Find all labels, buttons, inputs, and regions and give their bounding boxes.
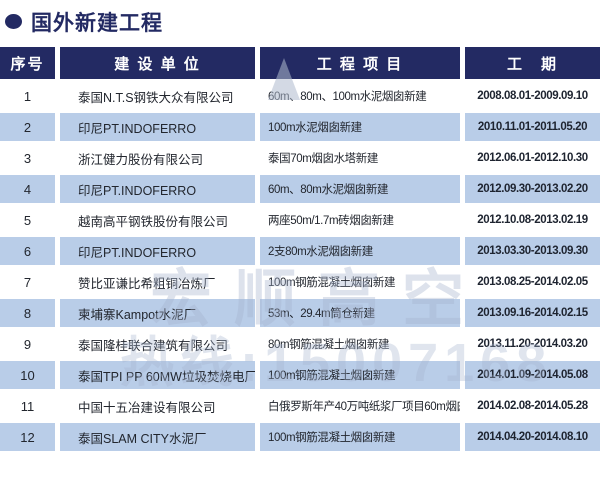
project-period: 2014.02.08-2014.05.28	[465, 392, 600, 420]
column-header-unit: 建 设 单 位	[60, 47, 255, 79]
row-number: 12	[0, 423, 55, 451]
row-number: 2	[0, 113, 55, 141]
table-row: 5 越南高平钢铁股份有限公司 两座50m/1.7m砖烟囱新建 2012.10.0…	[0, 206, 600, 234]
page-title: 国外新建工程	[31, 11, 163, 35]
project-item: 100m水泥烟囱新建	[260, 113, 460, 141]
project-period: 2012.10.08-2013.02.19	[465, 206, 600, 234]
project-item: 2支80m水泥烟囱新建	[260, 237, 460, 265]
project-period: 2012.09.30-2013.02.20	[465, 175, 600, 203]
project-item: 60m、80m、100m水泥烟囱新建	[260, 82, 460, 110]
table-row: 7 赞比亚谦比希粗铜冶炼厂 100m钢筋混凝土烟囱新建 2013.08.25-2…	[0, 268, 600, 296]
construction-unit: 浙江健力股份有限公司	[60, 144, 255, 172]
construction-unit: 泰国SLAM CITY水泥厂	[60, 423, 255, 451]
row-number: 6	[0, 237, 55, 265]
table-row: 3 浙江健力股份有限公司 泰国70m烟囱水塔新建 2012.06.01-2012…	[0, 144, 600, 172]
construction-unit: 中国十五冶建设有限公司	[60, 392, 255, 420]
construction-unit: 泰国隆桂联合建筑有限公司	[60, 330, 255, 358]
project-item: 100m钢筋混凝土烟囱新建	[260, 361, 460, 389]
project-item: 60m、80m水泥烟囱新建	[260, 175, 460, 203]
project-item: 80m钢筋混凝土烟囱新建	[260, 330, 460, 358]
table-row: 9 泰国隆桂联合建筑有限公司 80m钢筋混凝土烟囱新建 2013.11.20-2…	[0, 330, 600, 358]
column-header-period: 工 期	[465, 47, 600, 79]
project-item: 泰国70m烟囱水塔新建	[260, 144, 460, 172]
row-number: 3	[0, 144, 55, 172]
project-period: 2012.06.01-2012.10.30	[465, 144, 600, 172]
project-period: 2013.03.30-2013.09.30	[465, 237, 600, 265]
project-period: 2008.08.01-2009.09.10	[465, 82, 600, 110]
project-item: 100m钢筋混凝土烟囱新建	[260, 423, 460, 451]
row-number: 8	[0, 299, 55, 327]
row-number: 9	[0, 330, 55, 358]
project-item: 两座50m/1.7m砖烟囱新建	[260, 206, 460, 234]
project-period: 2010.11.01-2011.05.20	[465, 113, 600, 141]
section-header: 国外新建工程	[0, 0, 600, 35]
project-period: 2013.09.16-2014.02.15	[465, 299, 600, 327]
row-number: 7	[0, 268, 55, 296]
project-item: 53m、29.4m筒仓新建	[260, 299, 460, 327]
construction-unit: 泰国TPI PP 60MW垃圾焚烧电厂	[60, 361, 255, 389]
column-header-no: 序号	[0, 47, 55, 79]
table-header: 序号 建 设 单 位 工 程 项 目 工 期	[0, 47, 600, 79]
column-header-project: 工 程 项 目	[260, 47, 460, 79]
projects-table: 序号 建 设 单 位 工 程 项 目 工 期 1 泰国N.T.S钢铁大众有限公司…	[0, 44, 600, 454]
project-period: 2013.11.20-2014.03.20	[465, 330, 600, 358]
project-period: 2014.04.20-2014.08.10	[465, 423, 600, 451]
construction-unit: 印尼PT.INDOFERRO	[60, 113, 255, 141]
project-item: 100m钢筋混凝土烟囱新建	[260, 268, 460, 296]
row-number: 11	[0, 392, 55, 420]
bullet-icon	[5, 14, 22, 29]
construction-unit: 越南高平钢铁股份有限公司	[60, 206, 255, 234]
project-period: 2013.08.25-2014.02.05	[465, 268, 600, 296]
construction-unit: 泰国N.T.S钢铁大众有限公司	[60, 82, 255, 110]
table-row: 10 泰国TPI PP 60MW垃圾焚烧电厂 100m钢筋混凝土烟囱新建 201…	[0, 361, 600, 389]
row-number: 10	[0, 361, 55, 389]
construction-unit: 印尼PT.INDOFERRO	[60, 237, 255, 265]
construction-unit: 赞比亚谦比希粗铜冶炼厂	[60, 268, 255, 296]
row-number: 4	[0, 175, 55, 203]
table-row: 4 印尼PT.INDOFERRO 60m、80m水泥烟囱新建 2012.09.3…	[0, 175, 600, 203]
project-period: 2014.01.09-2014.05.08	[465, 361, 600, 389]
row-number: 1	[0, 82, 55, 110]
project-item: 白俄罗斯年产40万吨纸浆厂项目60m烟囱新建	[260, 392, 460, 420]
table-body: 1 泰国N.T.S钢铁大众有限公司 60m、80m、100m水泥烟囱新建 200…	[0, 82, 600, 451]
table-row: 11 中国十五冶建设有限公司 白俄罗斯年产40万吨纸浆厂项目60m烟囱新建 20…	[0, 392, 600, 420]
row-number: 5	[0, 206, 55, 234]
table-row: 6 印尼PT.INDOFERRO 2支80m水泥烟囱新建 2013.03.30-…	[0, 237, 600, 265]
table-row: 2 印尼PT.INDOFERRO 100m水泥烟囱新建 2010.11.01-2…	[0, 113, 600, 141]
table-row: 8 柬埔寨Kampot水泥厂 53m、29.4m筒仓新建 2013.09.16-…	[0, 299, 600, 327]
table-row: 12 泰国SLAM CITY水泥厂 100m钢筋混凝土烟囱新建 2014.04.…	[0, 423, 600, 451]
construction-unit: 柬埔寨Kampot水泥厂	[60, 299, 255, 327]
construction-unit: 印尼PT.INDOFERRO	[60, 175, 255, 203]
table-row: 1 泰国N.T.S钢铁大众有限公司 60m、80m、100m水泥烟囱新建 200…	[0, 82, 600, 110]
